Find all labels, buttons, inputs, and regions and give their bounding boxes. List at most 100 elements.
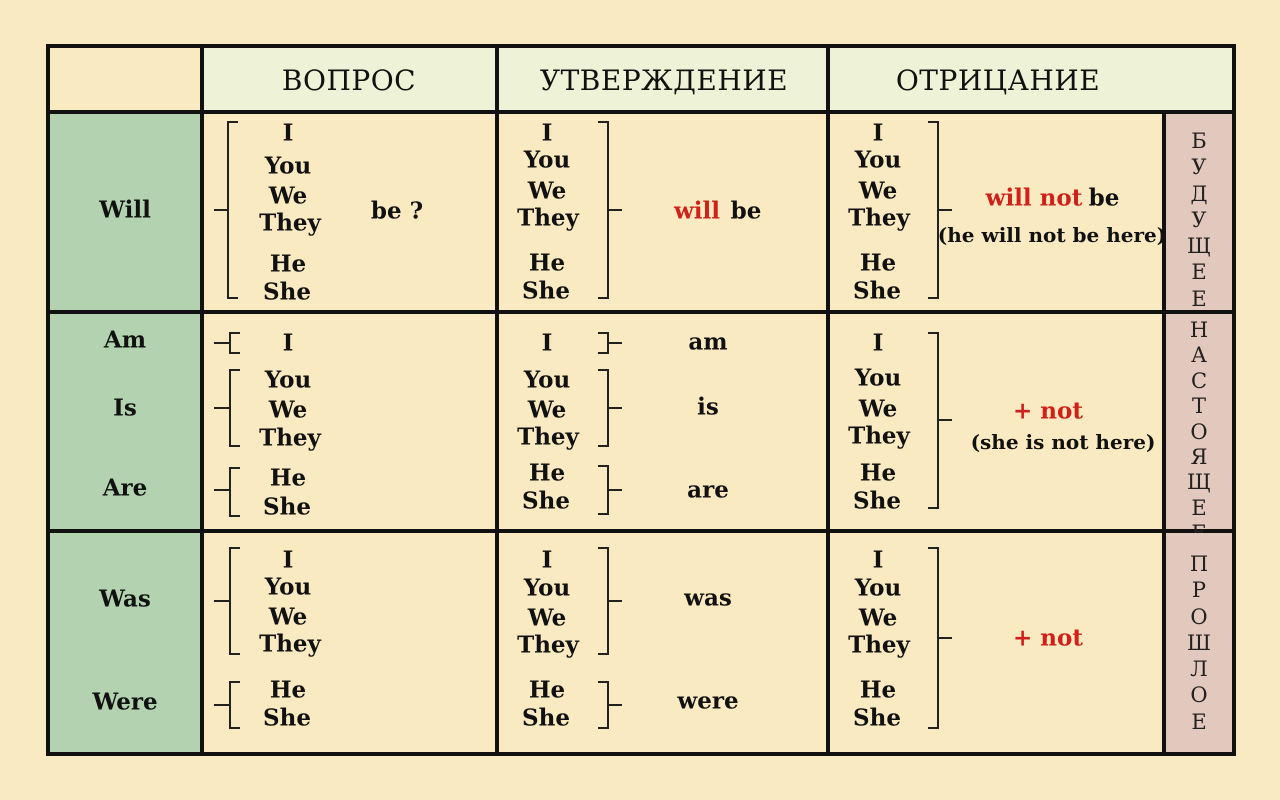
cell-present-affirmative [499,314,826,529]
present-a-he: He [528,459,566,487]
past-q-they: They [259,630,321,658]
verb-are: Are [102,474,148,502]
past-q-we: We [268,603,308,631]
present-q-she: She [263,493,311,521]
past-a-he: He [528,676,566,704]
header-affirmative-label: УТВЕРЖДЕНИЕ [539,64,789,97]
future-q-i: I [282,119,294,147]
past-q-he: He [269,676,307,704]
future-a-i: I [541,119,553,147]
future-a-he: He [528,249,566,277]
future-q-be: be ? [370,197,424,225]
corner-cell [50,48,200,110]
past-a-was: was [684,584,732,612]
present-a-is: is [697,393,719,421]
cell-future-negative [830,114,1162,310]
present-a-she: She [522,487,570,515]
present-n-example: (she is not here) [970,430,1156,454]
present-n-not: + not [1013,397,1083,425]
header-negative: ОТРИЦАНИЕ [830,48,1232,110]
header-question-label: ВОПРОС [281,64,417,97]
present-n-they: They [848,422,910,450]
past-n-he: He [859,676,897,704]
future-q-they: They [259,209,321,237]
past-n-you: You [854,574,902,602]
present-n-you: You [854,364,902,392]
tense-present-label: НАСТОЯЩЕЕ [1187,318,1211,545]
future-a-they: They [517,204,579,232]
past-q-you: You [264,573,312,601]
header-question: ВОПРОС [204,48,495,110]
verb-was: Was [99,585,151,613]
future-a-she: She [522,277,570,305]
future-n-we: We [858,177,898,205]
past-a-we: We [527,604,567,632]
present-a-am: am [688,328,728,356]
cell-future-affirmative [499,114,826,310]
future-a-you: You [523,146,571,174]
past-n-we: We [858,604,898,632]
present-q-you: You [264,366,312,394]
past-q-she: She [263,704,311,732]
past-q-i: I [282,546,294,574]
future-n-he: He [859,249,897,277]
header-negative-label: ОТРИЦАНИЕ [895,64,1101,97]
present-a-you: You [523,366,571,394]
future-q-she: She [263,278,311,306]
future-q-he: He [269,250,307,278]
future-n-you: You [854,146,902,174]
verb-cell-future: Will [50,114,200,310]
verb-will: Will [99,196,151,224]
past-a-they: They [517,631,579,659]
future-q-you: You [264,152,312,180]
future-n-will-not: will not [985,184,1083,212]
present-q-i: I [282,329,294,357]
past-n-not: + not [1013,624,1083,652]
past-a-she: She [522,704,570,732]
verb-is: Is [113,394,137,422]
past-n-i: I [872,546,884,574]
verb-were: Were [92,688,158,716]
present-n-i: I [872,329,884,357]
future-n-she: She [853,277,901,305]
future-a-be: be [730,197,762,225]
present-q-he: He [269,464,307,492]
present-n-she: She [853,487,901,515]
header-affirmative: УТВЕРЖДЕНИЕ [499,48,826,110]
past-n-she: She [853,704,901,732]
cell-future-question [204,114,495,310]
verb-cell-present: Am Is Are [50,314,200,529]
present-n-we: We [858,395,898,423]
present-q-we: We [268,396,308,424]
present-q-they: They [259,424,321,452]
present-a-are: are [687,476,729,504]
future-a-will: will [673,197,721,225]
past-n-they: They [848,631,910,659]
future-n-i: I [872,119,884,147]
future-n-example: (he will not be here) [937,223,1167,247]
cell-past-question [204,533,495,752]
cell-past-negative [830,533,1162,752]
future-n-they: They [848,204,910,232]
cell-past-affirmative [499,533,826,752]
past-a-you: You [523,574,571,602]
verb-cell-past: Was Were [50,533,200,752]
tense-present: НАСТОЯЩЕЕ [1166,314,1232,545]
present-a-we: We [527,396,567,424]
past-a-were: were [677,687,739,715]
past-a-i: I [541,546,553,574]
verb-am: Am [103,326,147,354]
present-a-i: I [541,329,553,357]
cell-present-question [204,314,495,529]
future-a-we: We [527,177,567,205]
present-n-he: He [859,459,897,487]
future-q-we: We [268,182,308,210]
future-n-be: be [1088,184,1120,212]
present-a-they: They [517,423,579,451]
cell-present-negative [830,314,1162,529]
